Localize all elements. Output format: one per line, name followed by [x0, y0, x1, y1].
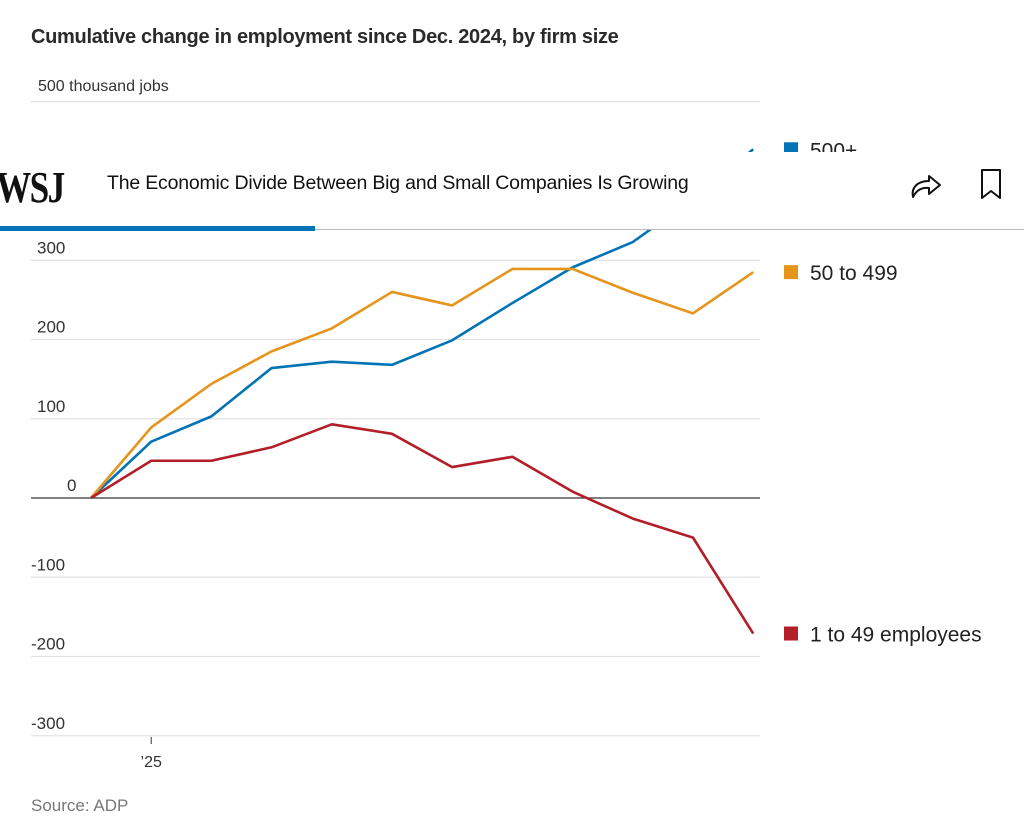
source-note: Source: ADP: [31, 796, 129, 815]
y-tick-label: -200: [31, 635, 65, 654]
legend-label: 1 to 49 employees: [810, 624, 982, 647]
legend-label: 50 to 499: [810, 262, 898, 285]
series-line: [90, 148, 755, 499]
series-line: [90, 267, 754, 499]
article-header-bar: WSJ The Economic Divide Between Big and …: [0, 152, 1024, 231]
wsj-logo[interactable]: WSJ: [0, 163, 65, 212]
share-icon[interactable]: [909, 166, 945, 202]
article-title: The Economic Divide Between Big and Smal…: [107, 172, 689, 194]
y-tick-label: 100: [37, 397, 65, 416]
legend-swatch: [784, 265, 798, 280]
x-tick-label: ’25: [141, 754, 162, 771]
y-tick-label: -300: [31, 714, 65, 733]
y-tick-label: 0: [67, 476, 76, 495]
y-tick-label: 300: [37, 238, 65, 257]
chart-title: Cumulative change in employment since De…: [31, 26, 619, 48]
y-axis-unit-label: 500 thousand jobs: [38, 78, 169, 95]
bookmark-icon[interactable]: [973, 166, 1009, 202]
series-line: [90, 422, 755, 635]
y-tick-label: -100: [31, 555, 65, 574]
legend-swatch: [784, 626, 798, 641]
y-tick-label: 200: [37, 318, 65, 337]
reading-progress-bar: [0, 226, 316, 231]
